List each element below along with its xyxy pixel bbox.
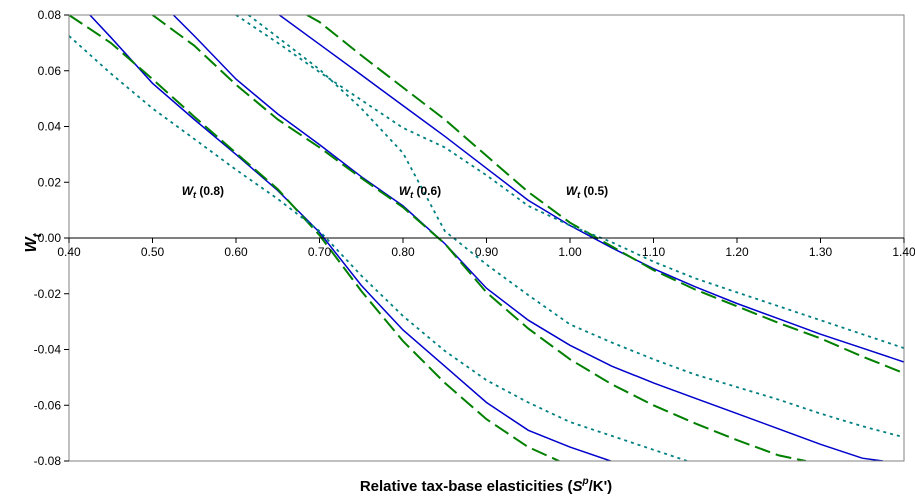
series-line-2-dashed <box>69 15 560 461</box>
y-tick-label: -0.06 <box>34 398 62 412</box>
y-axis-label: Wt <box>23 232 44 252</box>
y-tick-label: 0.08 <box>38 8 62 22</box>
series-line-9-dotted <box>235 15 904 349</box>
curve-label: Wt (0.8) <box>182 184 224 200</box>
x-tick-label: 0.40 <box>57 245 81 259</box>
series-line-1-solid <box>89 15 611 461</box>
x-tick-label: 0.80 <box>391 245 415 259</box>
y-tick-label: 0.00 <box>38 231 62 245</box>
series-line-4-solid <box>172 15 884 461</box>
y-tick-label: -0.08 <box>34 454 62 468</box>
x-tick-label: 0.50 <box>141 245 165 259</box>
y-tick-label: 0.02 <box>38 175 62 189</box>
y-tick-label: -0.04 <box>34 343 62 357</box>
plot-area <box>69 15 904 461</box>
annotations: Wt (0.8) Wt (0.6) Wt (0.5) <box>182 184 608 200</box>
x-tick-label: 0.60 <box>224 245 248 259</box>
y-tick-label: 0.04 <box>38 120 62 134</box>
series-line-8-dashed <box>306 15 904 375</box>
x-tick-label: 1.20 <box>725 245 749 259</box>
series-line-6-dotted <box>247 15 904 439</box>
x-tick-label: 1.40 <box>892 245 915 259</box>
series-line-7-solid <box>278 15 904 363</box>
series-line-3-dotted <box>69 35 688 461</box>
y-tick-label: -0.02 <box>34 287 62 301</box>
axes <box>64 14 905 462</box>
series-line-5-dashed <box>151 15 807 461</box>
x-tick-label: 1.00 <box>558 245 582 259</box>
curve-label: Wt (0.6) <box>399 184 441 200</box>
y-tick-label: 0.06 <box>38 64 62 78</box>
curve-label: Wt (0.5) <box>566 184 608 200</box>
x-tick-label: 1.30 <box>809 245 833 259</box>
x-tick-label: 0.70 <box>308 245 332 259</box>
x-tick-label: 1.10 <box>642 245 666 259</box>
x-tick-label: 0.90 <box>475 245 499 259</box>
tick-labels: 0.40 0.50 0.60 0.70 0.80 0.90 1.00 1.10 1.20 1.30… <box>34 8 915 468</box>
x-axis-label: Relative tax-base elasticities (Sp/K') <box>360 476 612 495</box>
